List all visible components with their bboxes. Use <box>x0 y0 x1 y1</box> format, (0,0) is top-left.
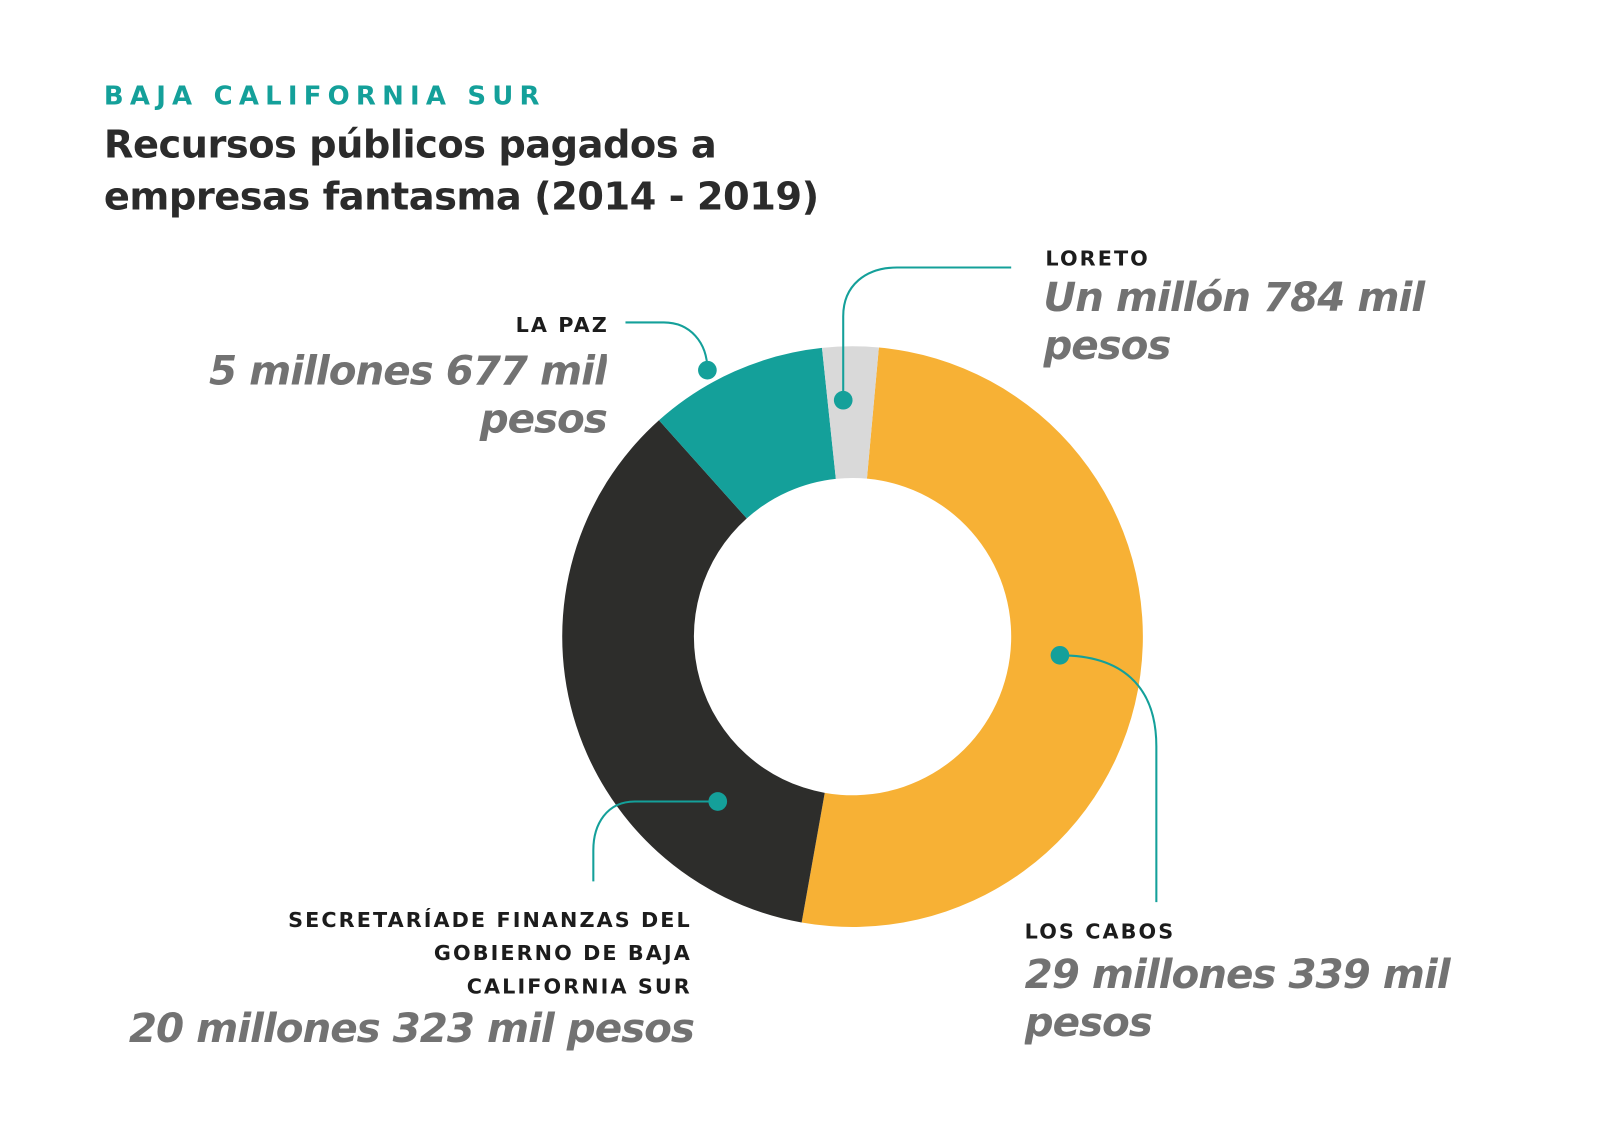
value-label-box: 5 millones 677 mil pesos <box>209 348 607 443</box>
leader-dot <box>698 360 717 380</box>
donut-slice <box>801 347 1143 927</box>
value-label: 20 millones 323 mil pesos <box>128 1005 694 1053</box>
leader-dot <box>708 792 728 811</box>
category-label-box: LOS CABOS <box>1024 918 1176 944</box>
category-label: LA PAZ <box>515 312 609 337</box>
chart-subtitle: BAJA CALIFORNIA SUR <box>103 80 546 111</box>
value-label-box: 29 millones 339 mil pesos <box>1024 951 1451 1047</box>
chart-title: Recursos públicos pagados a empresas fan… <box>103 122 819 219</box>
header: BAJA CALIFORNIA SUR Recursos públicos pa… <box>103 80 819 219</box>
value-label-box: 20 millones 323 mil pesos <box>128 1005 694 1053</box>
category-label: LOS CABOS <box>1024 918 1176 944</box>
leader-dot <box>1050 645 1070 665</box>
donut-slice <box>821 346 879 479</box>
category-label: SECRETARÍADE FINANZAS DEL GOBIERNO DE BA… <box>288 907 692 999</box>
leader-dot <box>833 390 853 410</box>
category-label-box: LORETO <box>1045 245 1150 271</box>
leader-line <box>592 800 718 882</box>
category-label: LORETO <box>1045 245 1150 271</box>
leader-line <box>842 266 1012 401</box>
donut-slice <box>562 420 825 923</box>
value-label: 5 millones 677 mil pesos <box>209 348 607 443</box>
value-label: Un millón 784 mil pesos <box>1043 274 1425 370</box>
category-label-box: LA PAZ <box>515 312 609 337</box>
value-label-box: Un millón 784 mil pesos <box>1043 274 1425 370</box>
category-label-box: SECRETARÍADE FINANZAS DEL GOBIERNO DE BA… <box>288 907 692 999</box>
leader-line <box>1059 654 1158 903</box>
donut-slice <box>658 347 836 519</box>
value-label: 29 millones 339 mil pesos <box>1024 951 1451 1047</box>
